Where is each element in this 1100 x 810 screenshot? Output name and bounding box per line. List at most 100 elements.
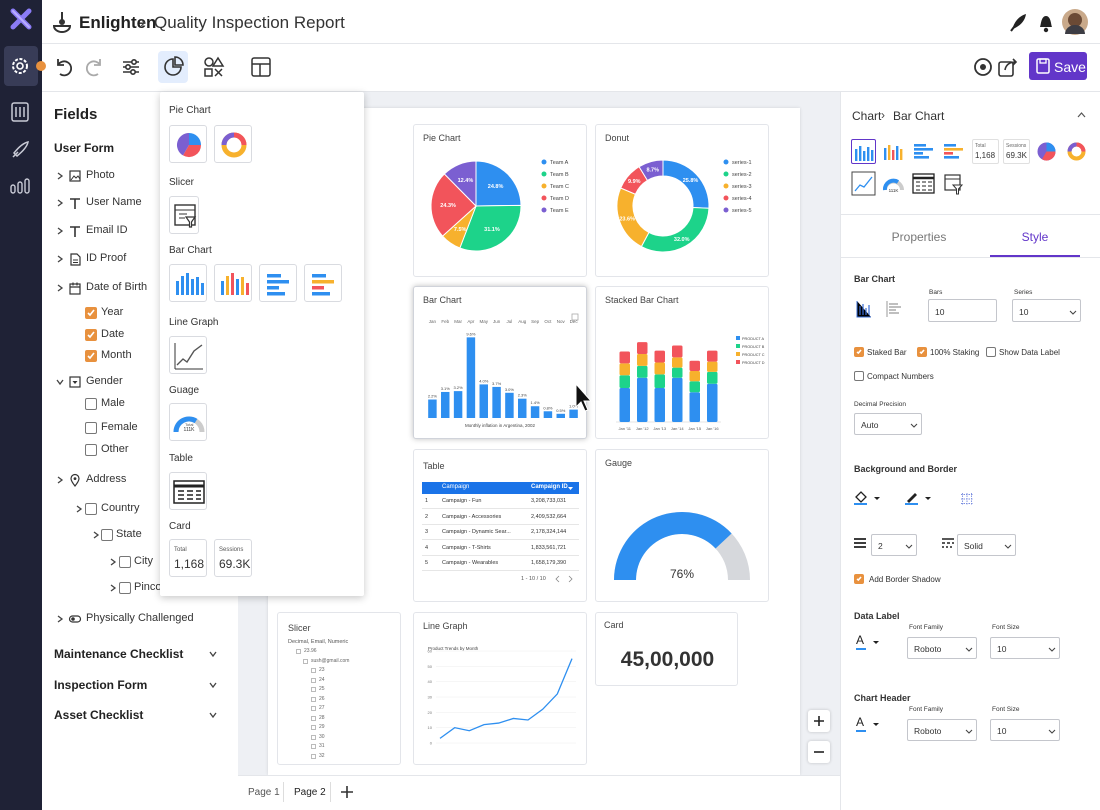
- zoom-out[interactable]: [808, 741, 830, 763]
- checkbox[interactable]: [85, 444, 97, 456]
- field-item[interactable]: Date: [101, 328, 125, 340]
- border-color[interactable]: [905, 490, 933, 506]
- slicer-item[interactable]: 25: [319, 686, 325, 692]
- expand-toggle[interactable]: [56, 199, 64, 207]
- table-widget[interactable]: Table Campaign Campaign ID 1 Campaign - Fun 3…: [413, 449, 587, 602]
- type-slicer[interactable]: [941, 171, 966, 196]
- slicer-item[interactable]: 23.96: [304, 648, 317, 654]
- analytics-icon[interactable]: [10, 178, 30, 194]
- slicer-checkbox[interactable]: [303, 658, 308, 664]
- chart-tool[interactable]: [162, 56, 184, 78]
- form-section[interactable]: Asset Checklist: [54, 708, 144, 722]
- option-label[interactable]: Show Data Label: [999, 348, 1060, 357]
- field-item[interactable]: Physically Challenged: [86, 612, 194, 624]
- select[interactable]: 10: [928, 299, 997, 322]
- expand-toggle[interactable]: [109, 584, 117, 592]
- pie-option[interactable]: [169, 125, 207, 163]
- type-card[interactable]: Sessions 69.3K: [1003, 139, 1030, 164]
- slicer-item[interactable]: 31: [319, 743, 325, 749]
- line-option[interactable]: [169, 336, 207, 374]
- expand-toggle[interactable]: [56, 284, 64, 292]
- slicer-checkbox[interactable]: [296, 649, 301, 654]
- tab[interactable]: Style: [1021, 230, 1049, 244]
- field-item[interactable]: Other: [101, 443, 129, 455]
- expand-toggle[interactable]: [209, 650, 217, 658]
- checkbox[interactable]: [119, 556, 131, 568]
- slicer-checkbox[interactable]: [311, 744, 316, 749]
- slicer-item[interactable]: 26: [319, 695, 325, 702]
- card-widget[interactable]: Card 45,00,000: [595, 612, 738, 686]
- option-label[interactable]: 100% Staking: [930, 348, 980, 357]
- chart-widget[interactable]: Bar Chart Jan 2.2% Feb 3.1% Mar 3.2% Apr 9.6% May…: [413, 286, 587, 439]
- expand-toggle[interactable]: [56, 615, 64, 623]
- type-hbar[interactable]: [911, 139, 936, 164]
- type-line[interactable]: [851, 171, 876, 196]
- checkbox[interactable]: [119, 582, 131, 594]
- preview-button[interactable]: [972, 56, 994, 78]
- field-item[interactable]: Year: [101, 306, 124, 318]
- checkbox[interactable]: [85, 350, 97, 362]
- field-item[interactable]: City: [134, 555, 153, 567]
- expand-toggle[interactable]: [56, 378, 64, 386]
- checkbox[interactable]: [85, 398, 97, 410]
- font-color[interactable]: A: [856, 715, 879, 734]
- slicer-item[interactable]: 28: [319, 714, 325, 721]
- slicer-checkbox[interactable]: [311, 753, 316, 759]
- chart-widget[interactable]: Line Graph Product Trends by Month 0 10 20 30…: [413, 612, 587, 765]
- field-item[interactable]: Photo: [86, 169, 115, 181]
- fill-color[interactable]: [854, 490, 882, 506]
- field-item[interactable]: User Name: [86, 196, 142, 208]
- shapes-tool[interactable]: [203, 56, 225, 78]
- slicer-checkbox[interactable]: [311, 734, 316, 740]
- select[interactable]: 10: [990, 719, 1060, 741]
- column-header[interactable]: Campaign: [442, 484, 470, 490]
- multi-bar-option[interactable]: [214, 264, 252, 302]
- checkbox[interactable]: [854, 574, 864, 584]
- zoom-in[interactable]: [808, 710, 830, 732]
- field-item[interactable]: Address: [86, 473, 127, 485]
- settings-icon[interactable]: [10, 56, 30, 76]
- page-tab[interactable]: Page 2: [294, 787, 326, 798]
- vertical-orientation[interactable]: [856, 300, 872, 318]
- expand-toggle[interactable]: [56, 255, 64, 263]
- widget-menu[interactable]: [571, 313, 579, 321]
- filters-button[interactable]: [120, 56, 142, 78]
- form-section[interactable]: Maintenance Checklist: [54, 647, 184, 661]
- page-arrows[interactable]: [555, 575, 573, 583]
- slicer-checkbox[interactable]: [311, 725, 316, 730]
- slicer-item[interactable]: sush@gmail.com: [311, 657, 350, 664]
- border-sides[interactable]: [961, 493, 973, 505]
- field-item[interactable]: Date of Birth: [86, 281, 148, 293]
- slicer-item[interactable]: 29: [319, 724, 325, 730]
- table-option[interactable]: [169, 472, 207, 510]
- page-tab[interactable]: Page 1: [248, 787, 280, 798]
- card-option[interactable]: Sessions 69.3K: [214, 539, 252, 577]
- checkbox[interactable]: [986, 347, 996, 357]
- slicer-checkbox[interactable]: [311, 696, 316, 702]
- launch-icon[interactable]: [10, 140, 30, 160]
- multi-hbar-option[interactable]: [304, 264, 342, 302]
- checkbox[interactable]: [854, 347, 864, 357]
- hbar-option[interactable]: [259, 264, 297, 302]
- chart-widget[interactable]: Gauge 76%: [595, 449, 769, 602]
- forms-icon[interactable]: [11, 102, 29, 122]
- add-page[interactable]: [340, 785, 354, 799]
- field-item[interactable]: Email ID: [86, 224, 128, 236]
- slicer-item[interactable]: 32: [319, 752, 325, 759]
- slicer-checkbox[interactable]: [311, 687, 316, 692]
- checkbox[interactable]: [85, 329, 97, 341]
- type-donut[interactable]: [1064, 139, 1089, 164]
- type-card[interactable]: Total 1,168: [972, 139, 999, 164]
- checkbox[interactable]: [85, 422, 97, 434]
- expand-toggle[interactable]: [56, 227, 64, 235]
- slicer-checkbox[interactable]: [311, 668, 316, 673]
- slicer-item[interactable]: 24: [319, 676, 325, 683]
- type-multi-bar[interactable]: [881, 139, 906, 164]
- checkbox[interactable]: [101, 529, 113, 541]
- field-item[interactable]: Country: [101, 502, 140, 514]
- expand-toggle[interactable]: [75, 505, 83, 513]
- expand-toggle[interactable]: [56, 476, 64, 484]
- font-color[interactable]: A: [856, 633, 879, 652]
- select[interactable]: Solid: [957, 534, 1016, 556]
- user-avatar[interactable]: [1062, 8, 1088, 36]
